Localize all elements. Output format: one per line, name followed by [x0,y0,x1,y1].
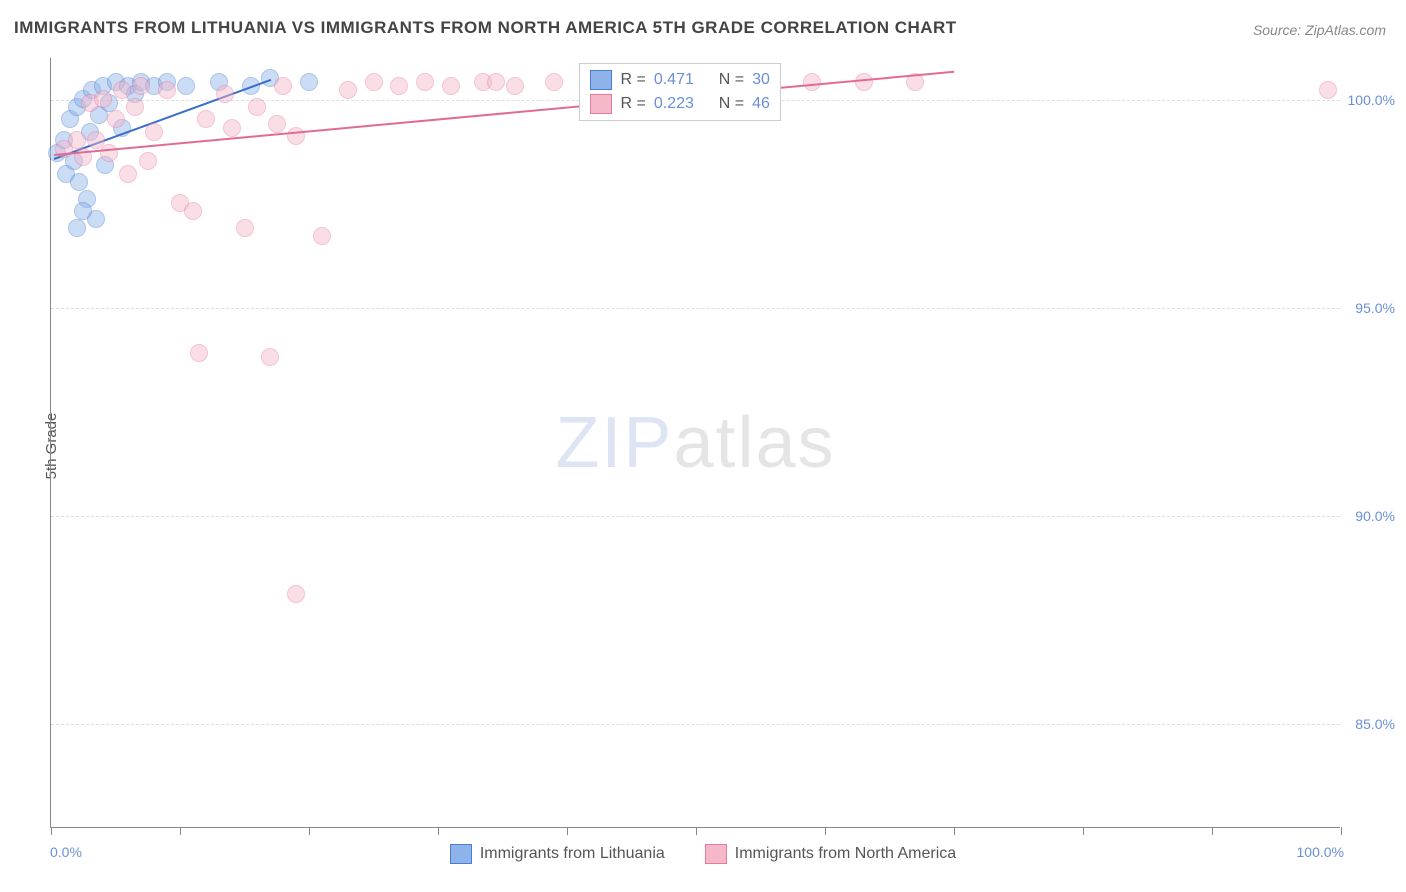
gridline [51,516,1340,517]
data-point [68,219,86,237]
scatter-plot-area: ZIPatlas 85.0%90.0%95.0%100.0%R = 0.471 … [50,58,1340,828]
data-point [1319,81,1337,99]
legend-label-lithuania: Immigrants from Lithuania [480,845,665,863]
legend-stats-row: R = 0.471 N = 30 [590,68,769,92]
chart-title: IMMIGRANTS FROM LITHUANIA VS IMMIGRANTS … [14,18,957,38]
data-point [100,144,118,162]
gridline [51,724,1340,725]
data-point [223,119,241,137]
data-point [145,123,163,141]
data-point [132,77,150,95]
x-tick [567,827,568,835]
x-tick [825,827,826,835]
data-point [94,90,112,108]
x-tick [180,827,181,835]
legend-swatch-blue [450,844,472,864]
data-point [803,73,821,91]
y-tick-label: 85.0% [1355,716,1395,732]
data-point [74,202,92,220]
data-point [339,81,357,99]
y-tick-label: 100.0% [1348,92,1395,108]
data-point [855,73,873,91]
legend-stats: R = 0.471 N = 30R = 0.223 N = 46 [579,63,780,121]
legend-swatch-pink [705,844,727,864]
data-point [248,98,266,116]
data-point [158,81,176,99]
y-tick-label: 90.0% [1355,508,1395,524]
data-point [506,77,524,95]
legend-item-lithuania: Immigrants from Lithuania [450,844,665,864]
x-tick [1341,827,1342,835]
data-point [365,73,383,91]
source-attribution: Source: ZipAtlas.com [1253,22,1386,38]
legend-bottom: Immigrants from Lithuania Immigrants fro… [0,844,1406,864]
data-point [287,585,305,603]
legend-item-north-america: Immigrants from North America [705,844,956,864]
data-point [107,110,125,128]
x-tick [1212,827,1213,835]
data-point [216,85,234,103]
data-point [139,152,157,170]
x-tick [954,827,955,835]
data-point [113,81,131,99]
data-point [268,115,286,133]
data-point [545,73,563,91]
x-tick [309,827,310,835]
data-point [177,77,195,95]
x-tick [438,827,439,835]
data-point [70,173,88,191]
data-point [184,202,202,220]
legend-stats-row: R = 0.223 N = 46 [590,92,769,116]
data-point [300,73,318,91]
data-point [68,131,86,149]
data-point [390,77,408,95]
data-point [190,344,208,362]
data-point [442,77,460,95]
data-point [197,110,215,128]
watermark: ZIPatlas [555,402,835,484]
gridline [51,308,1340,309]
x-tick [1083,827,1084,835]
legend-label-north-america: Immigrants from North America [735,845,956,863]
data-point [416,73,434,91]
data-point [261,348,279,366]
data-point [287,127,305,145]
data-point [487,73,505,91]
data-point [236,219,254,237]
data-point [313,227,331,245]
data-point [274,77,292,95]
x-tick [51,827,52,835]
data-point [119,165,137,183]
data-point [126,98,144,116]
x-tick [696,827,697,835]
y-tick-label: 95.0% [1355,300,1395,316]
